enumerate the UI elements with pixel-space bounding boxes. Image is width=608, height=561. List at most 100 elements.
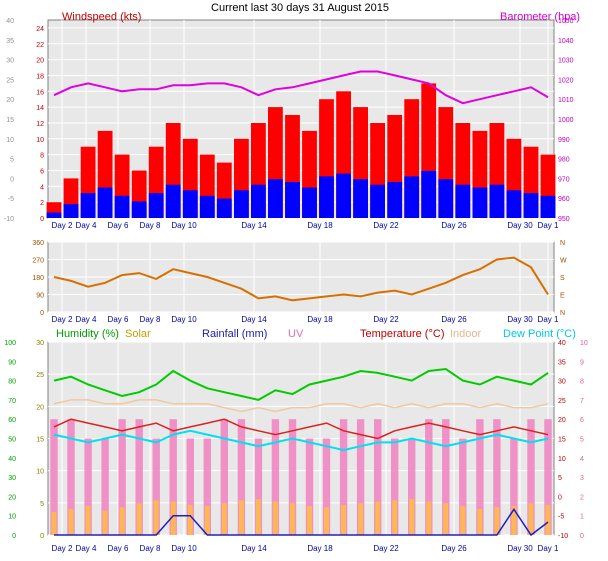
- solar-bar: [477, 508, 483, 535]
- direction-axes: Day 2 Day 4 Day 6 Day 8 Day 10 Day 14 Day 18 Da…: [32, 240, 567, 324]
- left-outer-tick-label: 25: [6, 77, 14, 84]
- uv-bar: [442, 419, 450, 535]
- wind-average-bar: [148, 193, 164, 218]
- right-tick-label: 960: [558, 196, 570, 203]
- right-tick-label: 15: [558, 437, 566, 444]
- right-tick-label: 30: [558, 379, 566, 386]
- left-outer-tick-label: 90: [8, 359, 16, 366]
- left-tick-label: 270: [32, 258, 44, 265]
- solar-bar: [358, 503, 364, 535]
- x-tick-label: Day 18: [307, 315, 333, 324]
- indoor-line: [53, 399, 549, 413]
- x-tick-label: Day 18: [307, 221, 333, 230]
- environment-panel: Day 2 Day 4 Day 6 Day 8 Day 10 Day 14 Day 18 Da…: [4, 328, 588, 553]
- solar-bar: [85, 506, 91, 535]
- wind-average-bar: [114, 195, 130, 218]
- left-outer-tick-label: 10: [6, 137, 14, 144]
- x-tick-label: Day 14: [241, 221, 267, 230]
- x-tick-label: Day 2: [52, 315, 73, 324]
- wind-average-bar: [489, 184, 505, 218]
- left-tick-label: 6: [40, 168, 44, 175]
- uv-bar: [50, 419, 58, 535]
- right-outer-tick-label: 6: [580, 417, 584, 424]
- left-tick-label: 10: [36, 469, 44, 476]
- x-tick-label: Day 4: [76, 315, 97, 324]
- left-tick-label: 16: [36, 89, 44, 96]
- right-outer-tick-label: 4: [580, 456, 584, 463]
- wind-average-bar: [523, 193, 539, 218]
- right-outer-tick-label: 10: [580, 340, 588, 347]
- right-tick-label: 5: [558, 475, 562, 482]
- right-tick-label: N: [560, 240, 565, 247]
- solar-bar: [273, 501, 278, 535]
- x-tick-label: Day 2: [52, 221, 73, 230]
- right-tick-label: 10: [558, 456, 566, 463]
- right-tick-label: 40: [558, 340, 566, 347]
- dewpoint-line: [53, 429, 549, 452]
- left-outer-tick-label: 15: [6, 117, 14, 124]
- x-tick-label: Day 2: [52, 544, 73, 553]
- solar-bar: [170, 501, 176, 535]
- wind-direction-line: [53, 256, 549, 302]
- right-tick-label: 980: [558, 157, 570, 164]
- solar-bar: [290, 503, 295, 535]
- solar-bar: [528, 503, 534, 535]
- x-tick-label: Day 30: [507, 315, 533, 324]
- right-tick-label: 1040: [558, 38, 574, 45]
- solar-bar: [494, 507, 500, 535]
- left-tick-label: 90: [36, 293, 44, 300]
- uv-bar: [510, 438, 518, 535]
- right-tick-label: 1020: [558, 77, 574, 84]
- barometer-legend: Barometer (hpa): [500, 11, 580, 23]
- left-outer-tick-label: 70: [8, 398, 16, 405]
- left-tick-label: 0: [40, 310, 44, 317]
- left-tick-label: 22: [36, 42, 44, 49]
- right-tick-label: N: [560, 310, 565, 317]
- right-outer-tick-label: 9: [580, 359, 584, 366]
- solar-bar: [511, 506, 517, 535]
- left-tick-label: 360: [32, 240, 44, 247]
- uv-bar: [527, 419, 535, 535]
- solar-bar: [341, 504, 346, 535]
- x-tick-label: Day 6: [108, 221, 129, 230]
- right-tick-label: E: [560, 293, 565, 300]
- left-outer-tick-label: 5: [10, 157, 14, 164]
- solar-bar: [460, 506, 466, 535]
- right-outer-tick-label: 3: [580, 475, 584, 482]
- wind-average-bar: [336, 173, 351, 218]
- temperature-legend: Temperature (°C): [360, 328, 444, 340]
- solar-bar: [307, 506, 312, 535]
- x-tick-label: Day 18: [307, 544, 333, 553]
- right-tick-label: 1010: [558, 97, 574, 104]
- right-tick-label: -5: [558, 514, 564, 521]
- wind-average-bar: [234, 190, 249, 218]
- left-outer-tick-label: 50: [8, 437, 16, 444]
- uv-bar: [356, 419, 365, 535]
- uv-bar: [84, 438, 92, 535]
- left-outer-tick-label: 80: [8, 379, 16, 386]
- right-outer-tick-label: 1: [580, 514, 584, 521]
- solar-legend: Solar: [125, 328, 151, 340]
- wind-average-bar: [97, 187, 113, 218]
- uv-bar: [544, 419, 552, 535]
- wind-average-bar: [421, 170, 437, 218]
- wind-average-bar: [182, 190, 198, 218]
- right-tick-label: 990: [558, 137, 570, 144]
- wind-average-bar: [404, 176, 420, 218]
- solar-bar: [119, 507, 125, 535]
- left-outer-tick-label: 40: [8, 456, 16, 463]
- x-tick-label: Day 30: [507, 544, 533, 553]
- right-tick-label: 950: [558, 216, 570, 223]
- left-tick-label: 12: [36, 121, 44, 128]
- x-tick-label: Day 26: [441, 544, 467, 553]
- solar-bar: [443, 503, 449, 535]
- wind-average-bar: [438, 179, 454, 218]
- uv-bar: [203, 438, 211, 535]
- rainfall-legend: Rainfall (mm): [202, 328, 267, 340]
- x-tick-label: Day 14: [241, 315, 267, 324]
- solar-bar: [545, 504, 551, 535]
- right-outer-tick-label: 8: [580, 379, 584, 386]
- uv-bar: [220, 419, 228, 535]
- left-outer-tick-label: 20: [8, 494, 16, 501]
- x-tick-label: Day 22: [373, 315, 399, 324]
